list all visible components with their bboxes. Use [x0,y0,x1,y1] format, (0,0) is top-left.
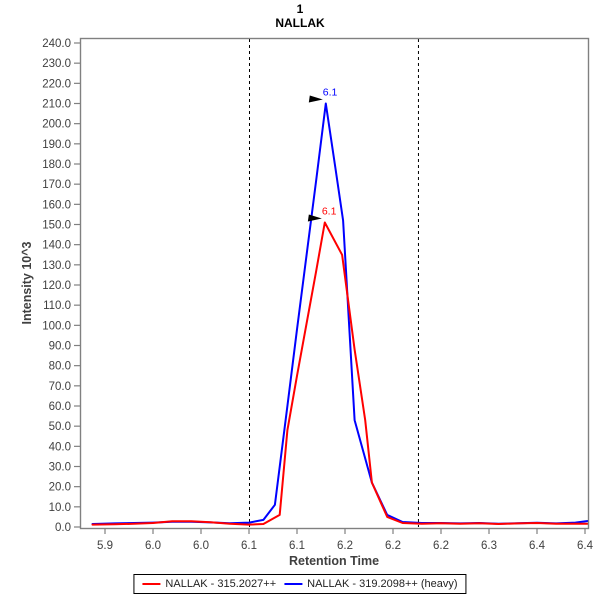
y-tick-label: 40.0 [49,441,71,453]
plot-area[interactable]: 0.0 10.0 20.0 30.0 40.0 50.0 60.0 70.0 80.0 90.0 1… [0,0,600,572]
chromatogram-curve[interactable] [91,221,589,526]
y-tick-label: 230.0 [42,58,71,70]
peak-rt-annotation[interactable]: 6.1 [322,205,337,217]
y-tick-label: 0.0 [55,522,71,534]
y-tick-label: 220.0 [42,78,71,90]
y-tick-label: 10.0 [49,502,71,514]
legend-item-light: NALLAK - 315.2027++ [142,578,276,590]
y-tick-label: 20.0 [49,482,71,494]
y-tick-label: 180.0 [42,159,71,171]
chart-title-peptide: NALLAK [275,16,325,30]
y-tick-label: 70.0 [49,381,71,393]
x-tick-label: 6.0 [145,540,161,552]
y-tick-label: 210.0 [42,99,71,111]
y-tick-label: 170.0 [42,179,71,191]
x-tick-label: 5.9 [97,540,113,552]
y-tick-label: 80.0 [49,361,71,373]
x-axis-title: Retention Time [289,554,379,568]
legend-label-light: NALLAK - 315.2027++ [165,578,277,590]
legend-line-red-icon [142,583,161,585]
legend-item-heavy: NALLAK - 319.2098++ (heavy) [284,578,458,590]
x-tick-label: 6.1 [241,540,257,552]
y-tick-label: 60.0 [49,401,71,413]
y-tick-label: 110.0 [43,300,71,312]
x-tick-label: 6.2 [337,540,353,552]
y-tick-label: 160.0 [42,199,71,211]
x-tick-label: 6.2 [433,540,449,552]
y-tick-label: 30.0 [49,462,71,474]
y-tick-label: 90.0 [49,341,71,353]
peak-rt-annotation[interactable]: 6.1 [323,87,338,99]
plot-frame [79,37,590,530]
x-tick-label: 6.0 [193,540,209,552]
y-tick-label: 120.0 [42,280,71,292]
x-tick-label: 6.4 [577,540,594,552]
x-tick-label: 6.4 [529,540,546,552]
y-tick-label: 130.0 [42,260,71,272]
peak-arrow-icon [308,95,323,103]
y-tick-label: 50.0 [49,421,71,433]
y-tick-label: 140.0 [42,240,71,252]
y-tick-label: 190.0 [42,139,71,151]
chart-title-number: 1 [296,2,304,16]
legend-line-blue-icon [284,583,303,585]
y-tick-label: 240.0 [42,38,71,50]
legend: NALLAK - 315.2027++ NALLAK - 319.2098++ … [133,574,467,594]
x-tick-label: 6.2 [385,540,401,552]
chart-title: 1 NALLAK [0,2,600,30]
x-tick-label: 6.3 [481,540,497,552]
y-axis-title: Intensity 10^3 [20,241,34,324]
plot-background [80,38,588,528]
y-tick-label: 200.0 [42,119,71,131]
legend-label-heavy: NALLAK - 319.2098++ (heavy) [307,578,458,590]
y-tick-label: 100.0 [42,320,71,332]
peak-arrow-icon [307,214,322,222]
x-tick-label: 6.1 [289,540,305,552]
y-tick-label: 150.0 [42,220,71,232]
